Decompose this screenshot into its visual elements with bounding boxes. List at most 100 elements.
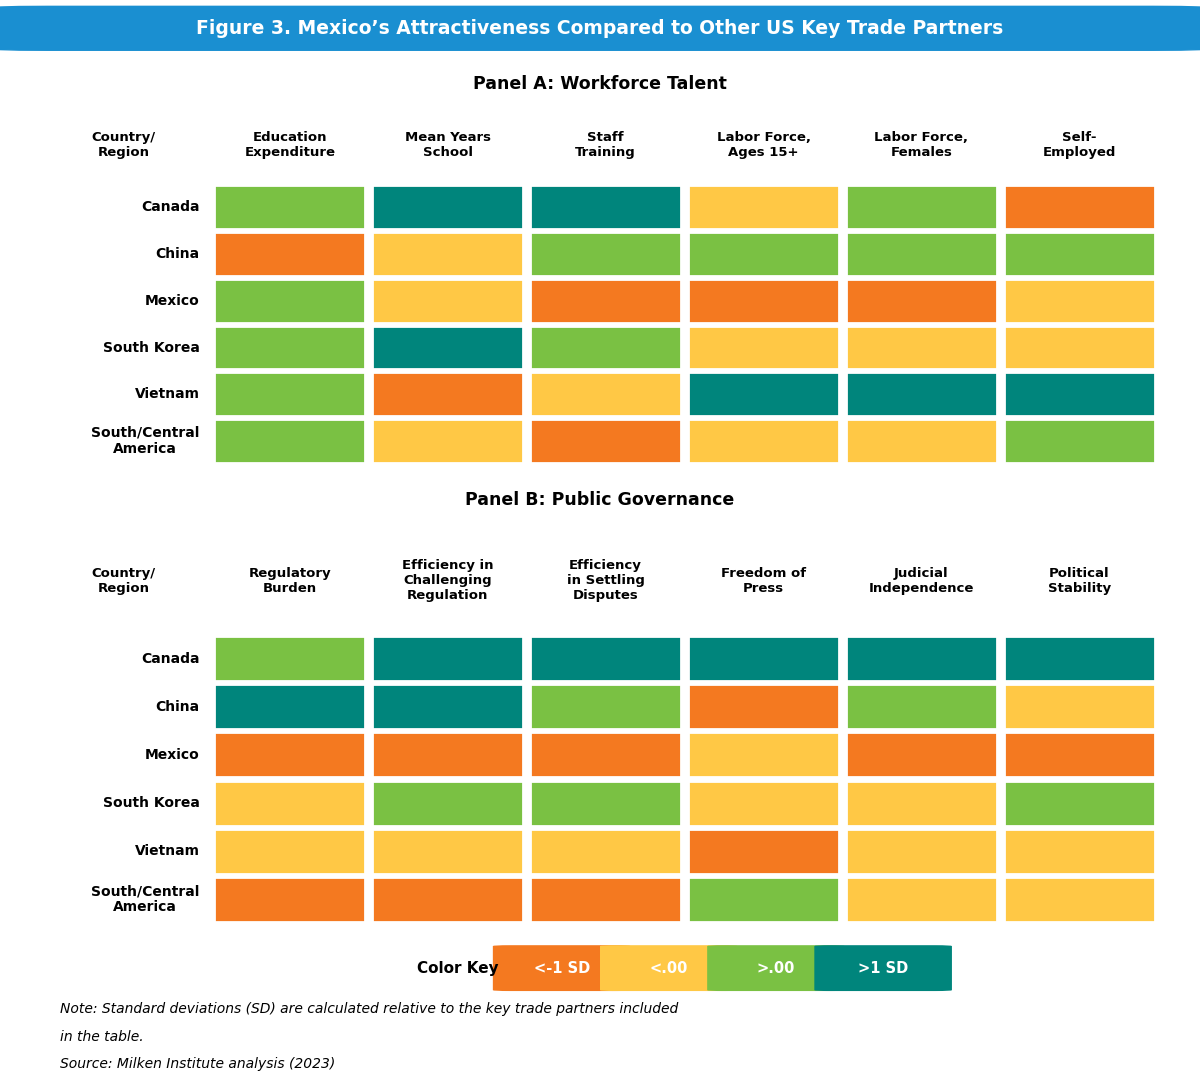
Bar [372,232,523,277]
Bar [846,185,997,230]
Bar [846,684,997,730]
Bar [688,781,839,825]
Bar [530,781,682,825]
Text: Mexico: Mexico [145,748,199,762]
Text: South Korea: South Korea [103,341,199,355]
Bar [1004,733,1154,778]
Text: Political
Stability: Political Stability [1048,566,1111,595]
Bar [215,232,365,277]
Bar [372,829,523,873]
Text: in the table.: in the table. [60,1030,144,1043]
Bar [688,684,839,730]
Bar [372,419,523,463]
Bar [372,636,523,681]
Bar [530,372,682,416]
Text: Self-
Employed: Self- Employed [1043,132,1116,159]
Bar [215,781,365,825]
Bar [1004,419,1154,463]
Bar [688,733,839,778]
Bar [846,419,997,463]
Bar [688,232,839,277]
Bar [688,829,839,873]
Bar [530,733,682,778]
Bar [372,781,523,825]
FancyBboxPatch shape [0,7,1200,50]
Text: Mexico: Mexico [145,294,199,308]
Bar [1004,372,1154,416]
Text: Note: Standard deviations (SD) are calculated relative to the key trade partners: Note: Standard deviations (SD) are calcu… [60,1002,678,1016]
Bar [215,733,365,778]
Bar [688,279,839,322]
Bar [215,279,365,322]
FancyBboxPatch shape [600,945,738,991]
Text: Vietnam: Vietnam [134,388,199,401]
Bar [530,684,682,730]
Bar [846,372,997,416]
Bar [215,419,365,463]
Text: China: China [156,247,199,261]
Text: China: China [156,700,199,713]
FancyBboxPatch shape [493,945,630,991]
Bar [846,781,997,825]
Bar [1004,877,1154,922]
Bar [688,372,839,416]
Bar [1004,636,1154,681]
Text: Mean Years
School: Mean Years School [404,132,491,159]
Bar [372,877,523,922]
Bar [846,326,997,369]
Text: Panel A: Workforce Talent: Panel A: Workforce Talent [473,75,727,93]
Text: South Korea: South Korea [103,796,199,810]
Bar [1004,279,1154,322]
Text: Canada: Canada [142,200,199,215]
FancyBboxPatch shape [815,945,952,991]
Bar [215,829,365,873]
Text: South/Central
America: South/Central America [91,426,199,456]
Text: <-1 SD: <-1 SD [534,960,589,976]
Text: Staff
Training: Staff Training [575,132,636,159]
Bar [215,877,365,922]
Bar [1004,232,1154,277]
Bar [372,279,523,322]
Text: >.00: >.00 [757,960,796,976]
Text: Canada: Canada [142,651,199,665]
Text: Freedom of
Press: Freedom of Press [721,566,806,595]
Bar [530,279,682,322]
Text: Color Key: Color Key [416,960,498,976]
Bar [530,636,682,681]
Text: >1 SD: >1 SD [858,960,908,976]
Text: Regulatory
Burden: Regulatory Burden [248,566,331,595]
Bar [372,684,523,730]
Bar [688,326,839,369]
Text: Labor Force,
Females: Labor Force, Females [875,132,968,159]
Text: Efficiency in
Challenging
Regulation: Efficiency in Challenging Regulation [402,559,493,602]
Text: Figure 3. Mexico’s Attractiveness Compared to Other US Key Trade Partners: Figure 3. Mexico’s Attractiveness Compar… [197,19,1003,38]
Bar [688,636,839,681]
Text: Vietnam: Vietnam [134,844,199,858]
Bar [1004,829,1154,873]
Bar [215,185,365,230]
Bar [215,636,365,681]
Bar [372,733,523,778]
Bar [846,232,997,277]
Text: Country/
Region: Country/ Region [91,132,156,159]
Text: South/Central
America: South/Central America [91,884,199,915]
Bar [1004,684,1154,730]
Text: Source: Milken Institute analysis (2023): Source: Milken Institute analysis (2023) [60,1057,335,1072]
Bar [530,185,682,230]
Bar [372,185,523,230]
Bar [846,829,997,873]
Text: Education
Expenditure: Education Expenditure [245,132,335,159]
Bar [1004,185,1154,230]
Bar [846,279,997,322]
FancyBboxPatch shape [707,945,845,991]
Bar [372,372,523,416]
Bar [846,733,997,778]
Bar [530,419,682,463]
Bar [1004,326,1154,369]
Bar [530,326,682,369]
Bar [215,372,365,416]
Text: Judicial
Independence: Judicial Independence [869,566,974,595]
Bar [530,232,682,277]
Bar [846,636,997,681]
Text: <.00: <.00 [649,960,688,976]
